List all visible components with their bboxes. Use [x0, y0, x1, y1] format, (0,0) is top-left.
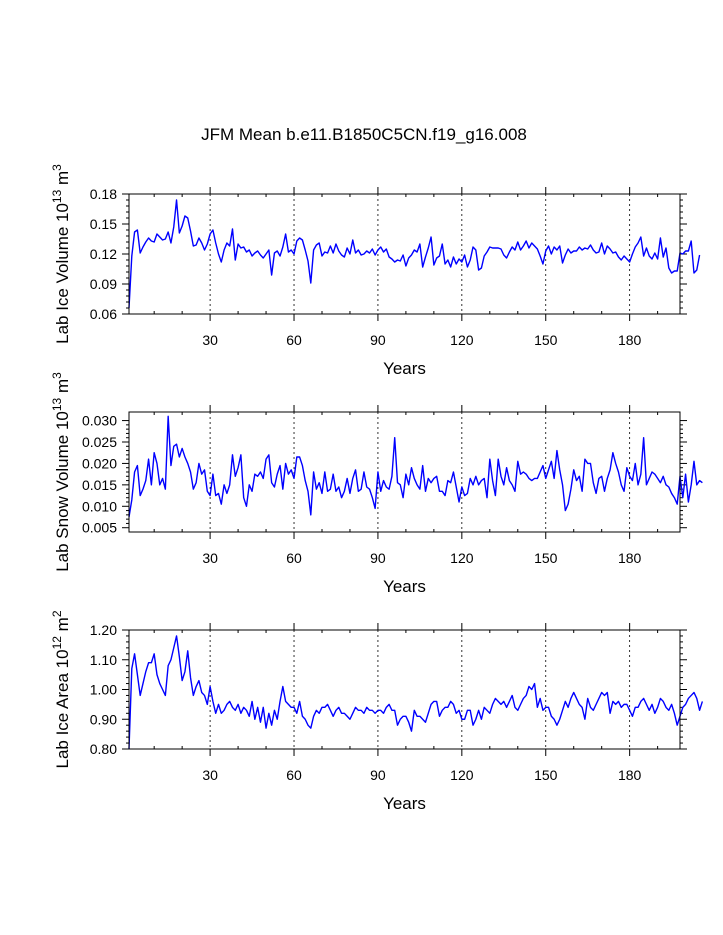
lab-snow-volume-x-tick-label: 30	[202, 550, 218, 566]
lab-snow-volume-x-tick-label: 150	[534, 550, 558, 566]
lab-snow-volume-x-axis-label: Years	[383, 577, 426, 596]
lab-ice-area-y-axis-label: Lab Ice Area 1012 m2	[50, 610, 72, 768]
lab-ice-volume-y-tick-label: 0.06	[90, 306, 117, 322]
lab-ice-area-x-tick-label: 60	[286, 767, 302, 783]
lab-ice-area-x-tick-label: 120	[450, 767, 474, 783]
lab-ice-area-y-tick-label: 0.80	[90, 741, 117, 757]
lab-ice-area-y-tick-label: 1.20	[90, 622, 117, 638]
lab-ice-area-y-tick-label: 1.10	[90, 652, 117, 668]
lab-ice-volume-x-tick-label: 180	[618, 332, 642, 348]
lab-snow-volume-x-tick-label: 120	[450, 550, 474, 566]
lab-ice-area-y-tick-label: 1.00	[90, 682, 117, 698]
lab-ice-area-x-tick-label: 30	[202, 767, 218, 783]
lab-ice-area-y-tick-label: 0.90	[90, 711, 117, 727]
lab-ice-volume-x-tick-label: 60	[286, 332, 302, 348]
lab-snow-volume-plot-frame	[128, 411, 681, 533]
lab-ice-volume-y-tick-label: 0.18	[90, 186, 117, 202]
lab-ice-area-x-axis-label: Years	[383, 794, 426, 813]
lab-ice-volume-x-axis-label: Years	[383, 359, 426, 378]
lab-snow-volume-y-tick-label: 0.010	[82, 498, 117, 514]
lab-ice-area-x-tick-label: 180	[618, 767, 642, 783]
lab-snow-volume-y-tick-label: 0.005	[82, 520, 117, 536]
lab-ice-volume-y-axis-label: Lab Ice Volume 1013 m3	[50, 164, 72, 344]
lab-snow-volume-x-tick-label: 90	[370, 550, 386, 566]
lab-ice-volume-series-line	[128, 199, 701, 309]
lab-ice-volume-y-tick-label: 0.12	[90, 246, 117, 262]
lab-snow-volume-y-tick-label: 0.020	[82, 455, 117, 471]
lab-ice-area-series-line	[128, 635, 704, 750]
lab-snow-volume-y-tick-label: 0.025	[82, 434, 117, 450]
lab-snow-volume-x-tick-label: 180	[618, 550, 642, 566]
lab-ice-area-plot-frame	[128, 629, 681, 750]
lab-ice-volume-x-tick-label: 120	[450, 332, 474, 348]
lab-ice-volume-x-tick-label: 30	[202, 332, 218, 348]
lab-snow-volume-y-axis-label: Lab Snow Volume 1013 m3	[50, 372, 72, 572]
lab-ice-volume-y-tick-label: 0.15	[90, 216, 117, 232]
chart-title: JFM Mean b.e11.B1850C5CN.f19_g16.008	[201, 125, 527, 144]
lab-snow-volume-x-tick-label: 60	[286, 550, 302, 566]
lab-ice-volume-plot-frame	[128, 193, 681, 315]
lab-snow-volume-y-tick-label: 0.015	[82, 477, 117, 493]
lab-ice-volume-x-tick-label: 90	[370, 332, 386, 348]
lab-ice-volume-x-tick-label: 150	[534, 332, 558, 348]
lab-ice-volume-y-tick-label: 0.09	[90, 276, 117, 292]
lab-snow-volume-series-line	[128, 415, 703, 518]
lab-snow-volume-y-tick-label: 0.030	[82, 413, 117, 429]
lab-ice-area-x-tick-label: 90	[370, 767, 386, 783]
lab-ice-area-x-tick-label: 150	[534, 767, 558, 783]
